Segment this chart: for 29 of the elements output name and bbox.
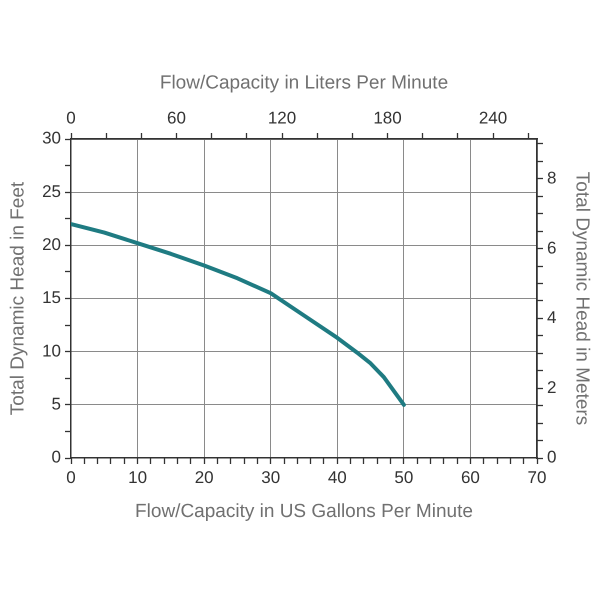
x2-tick-label: 240 xyxy=(478,108,508,128)
y2-tick-label: 4 xyxy=(547,308,556,328)
x-tick-label: 10 xyxy=(128,468,148,487)
y2-tick-label: 0 xyxy=(547,448,556,467)
x-tick-label: 70 xyxy=(528,468,546,487)
x-tick-label: 30 xyxy=(261,468,280,487)
y2-axis-title: Total Dynamic Head in Meters xyxy=(571,172,592,426)
y-axis-title: Total Dynamic Head in Feet xyxy=(8,181,29,416)
x-tick-label: 20 xyxy=(194,468,214,487)
x2-tick-label: 120 xyxy=(268,108,296,128)
y-tick-label: 30 xyxy=(42,128,61,148)
y-tick-label: 15 xyxy=(42,288,61,308)
y2-tick-label: 8 xyxy=(547,168,556,188)
x-tick-label: 40 xyxy=(328,468,347,487)
x-tick-label: 50 xyxy=(394,468,414,487)
y-tick-label: 5 xyxy=(52,394,61,414)
x2-tick-label: 0 xyxy=(66,108,76,128)
y-tick-label: 0 xyxy=(52,448,61,467)
y2-tick-label: 2 xyxy=(547,378,556,397)
x2-tick-label: 60 xyxy=(167,108,186,128)
y-tick-label: 25 xyxy=(42,182,61,201)
x2-axis-title: Flow/Capacity in Liters Per Minute xyxy=(160,72,448,94)
x-tick-label: 0 xyxy=(66,468,76,487)
x-tick-label: 60 xyxy=(460,468,480,487)
x-axis-title: Flow/Capacity in US Gallons Per Minute xyxy=(135,500,473,522)
y-tick-label: 10 xyxy=(42,341,61,360)
y2-tick-label: 6 xyxy=(547,238,556,258)
x2-tick-label: 180 xyxy=(373,108,402,128)
y-tick-label: 20 xyxy=(42,235,61,254)
